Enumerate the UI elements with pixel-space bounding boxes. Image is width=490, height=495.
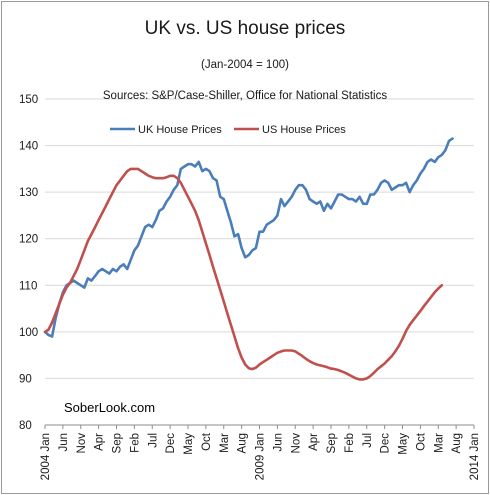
series-line-uk	[43, 137, 454, 338]
x-tick-label: 2004 Jan	[40, 433, 52, 480]
y-tick-label: 90	[19, 373, 32, 385]
y-tick-label: 130	[19, 187, 38, 199]
x-tick-label: 2009 Jan	[255, 433, 267, 480]
chart-subtitle: (Jan-2004 = 100)	[201, 59, 289, 71]
series-line-us	[43, 167, 444, 381]
x-tick-label: Aug	[237, 433, 249, 453]
y-tick-label: 110	[19, 280, 37, 292]
x-tick-label: May	[398, 433, 410, 455]
x-tick-label: Oct	[201, 432, 213, 451]
chart-sources: Sources: S&P/Case-Shiller, Office for Na…	[103, 90, 387, 102]
x-tick-label: Apr	[94, 433, 106, 451]
x-tick-label: 2014 Jan	[469, 433, 481, 480]
x-tick-label: Sep	[326, 433, 338, 453]
x-tick-label: Sep	[112, 433, 124, 453]
y-tick-label: 100	[19, 327, 38, 339]
watermark: SoberLook.com	[64, 400, 155, 415]
legend-label-us: US House Prices	[262, 124, 346, 136]
x-tick-label: Feb	[129, 433, 141, 453]
x-tick-label: Jun	[272, 433, 284, 452]
x-tick-label: Dec	[165, 433, 177, 454]
x-tick-label: Mar	[433, 433, 445, 453]
x-tick-label: Aug	[451, 433, 463, 453]
x-tick-label: Oct	[415, 432, 427, 451]
x-tick-label: Jul	[147, 433, 159, 448]
x-tick-label: Jun	[58, 433, 70, 452]
x-tick-label: Feb	[344, 433, 356, 453]
x-tick-label: Nov	[290, 433, 302, 454]
axes: 80 90 100 110 120 130 140 150 2004 Jan Jun Nov Apr S…	[19, 94, 481, 480]
legend-label-uk: UK House Prices	[138, 124, 222, 136]
grid	[45, 98, 474, 379]
chart-title: UK vs. US house prices	[145, 18, 346, 39]
x-tick-label: Mar	[219, 433, 231, 453]
y-tick-label: 150	[19, 94, 38, 106]
x-tick-label: Nov	[76, 433, 88, 454]
series-lines	[43, 137, 454, 381]
x-tick-label: Dec	[380, 433, 392, 454]
y-tick-label: 140	[19, 141, 38, 153]
y-tick-label: 120	[19, 234, 38, 246]
x-tick-label: Jul	[362, 433, 374, 448]
x-tick-label: May	[183, 433, 195, 455]
legend: UK House Prices US House Prices	[110, 124, 346, 136]
y-tick-label: 80	[19, 420, 32, 432]
x-tick-label: Apr	[308, 433, 320, 451]
